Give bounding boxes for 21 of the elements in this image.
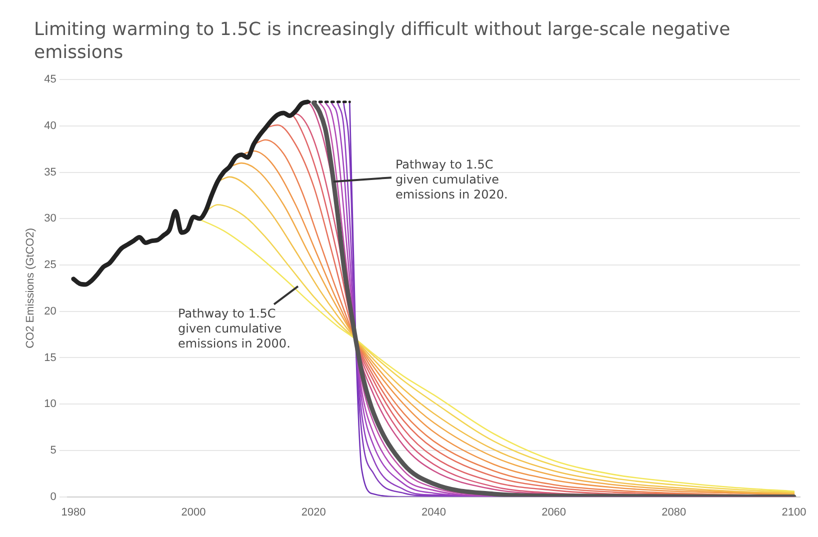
x-tick-label: 2060 <box>542 506 566 518</box>
x-tick-label: 1980 <box>61 506 86 518</box>
y-tick-label: 0 <box>50 490 56 503</box>
y-tick-label: 30 <box>44 212 56 225</box>
annotation: Pathway to 1.5C given cumulative emissions in 2000. <box>178 306 290 350</box>
y-tick-label: 40 <box>44 120 56 132</box>
y-tick-label: 15 <box>44 352 56 364</box>
x-tick-label: 2100 <box>782 506 806 518</box>
y-tick-label: 35 <box>44 166 56 178</box>
y-tick-label: 25 <box>44 259 56 272</box>
chart-title: Limiting warming to 1.5C is increasingly difficult without large-scale negative emissions <box>34 18 732 64</box>
y-axis-title: CO2 Emissions (GtCO2) <box>24 228 37 348</box>
x-tick-label: 2020 <box>301 506 326 518</box>
y-tick-label: 10 <box>44 398 56 410</box>
y-tick-label: 20 <box>44 305 56 318</box>
x-tick-label: 2040 <box>421 506 446 518</box>
x-tick-label: 2080 <box>662 506 686 518</box>
y-tick-label: 45 <box>44 74 56 86</box>
x-tick-label: 2000 <box>181 506 206 518</box>
annotation: Pathway to 1.5C given cumulative emissions in 2020. <box>395 158 508 202</box>
y-tick-label: 5 <box>50 444 56 456</box>
